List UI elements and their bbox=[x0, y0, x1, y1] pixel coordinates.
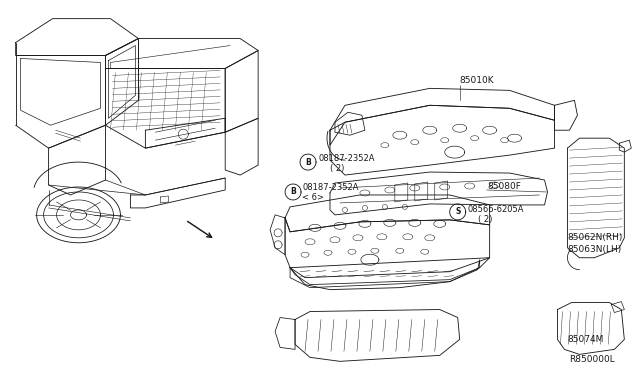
Text: S: S bbox=[455, 208, 460, 217]
Text: B: B bbox=[290, 187, 296, 196]
Text: ( 2): ( 2) bbox=[477, 215, 492, 224]
Text: 85062N(RH): 85062N(RH) bbox=[568, 233, 623, 242]
Text: 85010K: 85010K bbox=[460, 76, 494, 85]
Text: 08187-2352A: 08187-2352A bbox=[318, 154, 374, 163]
Text: 08566-6205A: 08566-6205A bbox=[468, 205, 524, 214]
Text: B: B bbox=[305, 158, 311, 167]
Text: 85074M: 85074M bbox=[568, 335, 604, 344]
Text: 85080F: 85080F bbox=[488, 182, 522, 190]
Text: R850000L: R850000L bbox=[570, 355, 615, 364]
Text: < 6>: < 6> bbox=[302, 193, 324, 202]
Text: ( 2): ( 2) bbox=[330, 164, 344, 173]
Text: 08187-2352A: 08187-2352A bbox=[302, 183, 358, 192]
Text: 85063N(LH): 85063N(LH) bbox=[568, 245, 621, 254]
